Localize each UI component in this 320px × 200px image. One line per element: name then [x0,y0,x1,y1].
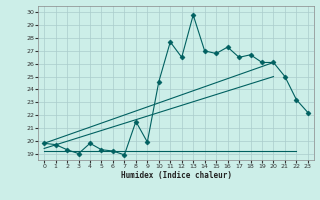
X-axis label: Humidex (Indice chaleur): Humidex (Indice chaleur) [121,171,231,180]
